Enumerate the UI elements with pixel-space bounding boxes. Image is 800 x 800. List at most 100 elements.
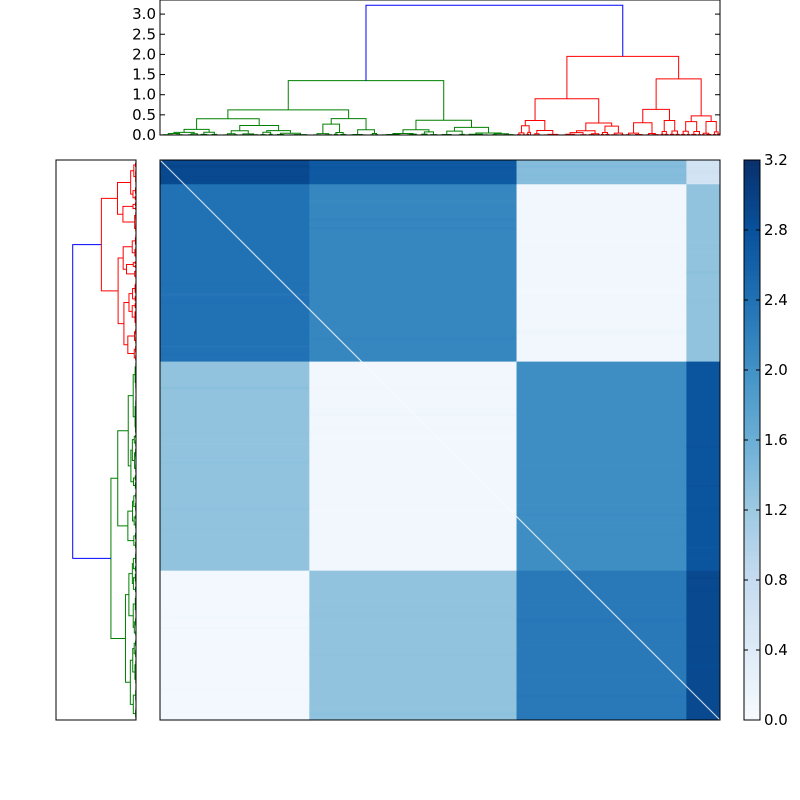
left-dendrogram-link-green [128, 573, 134, 617]
heatmap-texture [309, 181, 517, 184]
top-dendrogram-tick-label: 2.5 [132, 25, 156, 43]
heatmap-block-R3-C3 [686, 570, 721, 721]
top-dendrogram-link-green [266, 130, 291, 134]
top-dendrogram-link-red [566, 55, 680, 99]
left-dendrogram-link-red [134, 271, 136, 277]
heatmap-texture [686, 485, 720, 487]
left-dendrogram-link-red [117, 257, 124, 325]
colorbar-step [744, 165, 760, 171]
heatmap-texture [516, 185, 687, 188]
colorbar-step [744, 510, 760, 516]
colorbar-step [744, 715, 760, 721]
heatmap-texture [516, 165, 687, 168]
heatmap-texture [516, 618, 687, 623]
colorbar-step [744, 290, 760, 296]
left-dendrogram-panel [55, 159, 137, 721]
left-dendrogram-link-green [127, 510, 134, 542]
colorbar-step [744, 405, 760, 411]
colorbar-tick-label: 0.0 [764, 711, 788, 729]
heatmap-texture [309, 227, 517, 230]
top-dendrogram-link-red [682, 130, 689, 135]
colorbar-step [744, 585, 760, 591]
top-dendrogram-link-green [415, 119, 473, 130]
colorbar-step [744, 505, 760, 511]
colorbar-step [744, 240, 760, 246]
colorbar-step [744, 230, 760, 236]
top-dendrogram-link-red [536, 129, 554, 135]
colorbar-step [744, 335, 760, 341]
top-dendrogram-link-red [569, 132, 584, 135]
colorbar-step [744, 370, 760, 376]
heatmap-texture [516, 607, 687, 610]
colorbar-step [744, 320, 760, 326]
heatmap-block-R3-C0 [160, 570, 310, 721]
left-dendrogram-frame [55, 159, 137, 721]
colorbar-tick-label: 2.8 [764, 221, 788, 239]
colorbar-step [744, 420, 760, 426]
left-dendrogram-link-green [134, 452, 136, 469]
heatmap-texture [686, 171, 720, 175]
left-dendrogram-link-green [133, 516, 136, 526]
top-dendrogram-link-green [196, 118, 260, 130]
colorbar-step [744, 575, 760, 581]
heatmap-texture [516, 522, 687, 524]
heatmap-texture [160, 344, 310, 348]
left-dendrogram-link-green [132, 603, 136, 628]
heatmap-texture [309, 613, 517, 618]
heatmap-texture [516, 326, 687, 330]
heatmap-block-R1-C2 [516, 184, 687, 363]
colorbar-step [744, 395, 760, 401]
colorbar-step [744, 565, 760, 571]
colorbar-step [744, 460, 760, 466]
heatmap-texture [516, 414, 687, 418]
heatmap-diagonal [159, 159, 721, 721]
top-dendrogram [160, 4, 720, 136]
left-dendrogram-link-red [134, 215, 136, 229]
top-dendrogram-link-red [534, 98, 600, 123]
heatmap-block-R0-C1 [309, 160, 518, 185]
left-dendrogram-link-green [132, 477, 136, 486]
heatmap-texture [516, 644, 687, 646]
colorbar-tick-label: 3.2 [764, 151, 788, 169]
heatmap-texture [160, 164, 310, 168]
heatmap-texture [309, 218, 517, 221]
top-dendrogram-panel: 0.0 0.5 1.0 1.5 2.0 2.5 3.0 [132, 0, 721, 144]
colorbar-tick-label: 0.8 [764, 571, 788, 589]
colorbar-step [744, 200, 760, 206]
colorbar-step [744, 580, 760, 586]
colorbar-tick-label: 2.0 [764, 361, 788, 379]
colorbar-axis: 0.0 0.4 0.8 1.2 1.6 2.0 2.4 2.8 3.2 [744, 151, 788, 729]
heatmap-texture [686, 305, 720, 307]
heatmap-texture [160, 353, 310, 356]
left-dendrogram-link-red [130, 170, 134, 195]
top-dendrogram-link-red [690, 115, 712, 122]
colorbar-step [744, 645, 760, 651]
top-dendrogram-link-red [648, 133, 656, 135]
left-dendrogram-link-green [124, 594, 131, 683]
heatmap-block-R0-C3 [686, 160, 721, 185]
top-dendrogram-link-red [527, 131, 532, 135]
heatmap-block-R1-C3 [686, 184, 721, 363]
colorbar-step [744, 465, 760, 471]
left-dendrogram-link-green [133, 621, 136, 634]
colorbar-step [744, 280, 760, 286]
heatmap-block-R2-C3 [686, 361, 721, 572]
heatmap-texture [309, 654, 517, 656]
heatmap-texture [686, 169, 720, 172]
colorbar-step [744, 530, 760, 536]
colorbar-step [744, 455, 760, 461]
heatmap-texture [309, 413, 517, 417]
left-dendrogram-link-green [129, 659, 134, 705]
colorbar-step [744, 615, 760, 621]
heatmap-texture [686, 433, 720, 437]
colorbar-step [744, 355, 760, 361]
heatmap-texture [686, 270, 720, 274]
colorbar-step [744, 690, 760, 696]
heatmap-block-R0-C2 [516, 160, 687, 185]
left-dendrogram-link-green [132, 557, 136, 570]
colorbar-step [744, 450, 760, 456]
top-dendrogram-link-green [262, 131, 272, 135]
top-dendrogram-link-red [671, 130, 679, 135]
left-dendrogram-link-red [122, 246, 133, 270]
heatmap-texture [516, 674, 687, 678]
